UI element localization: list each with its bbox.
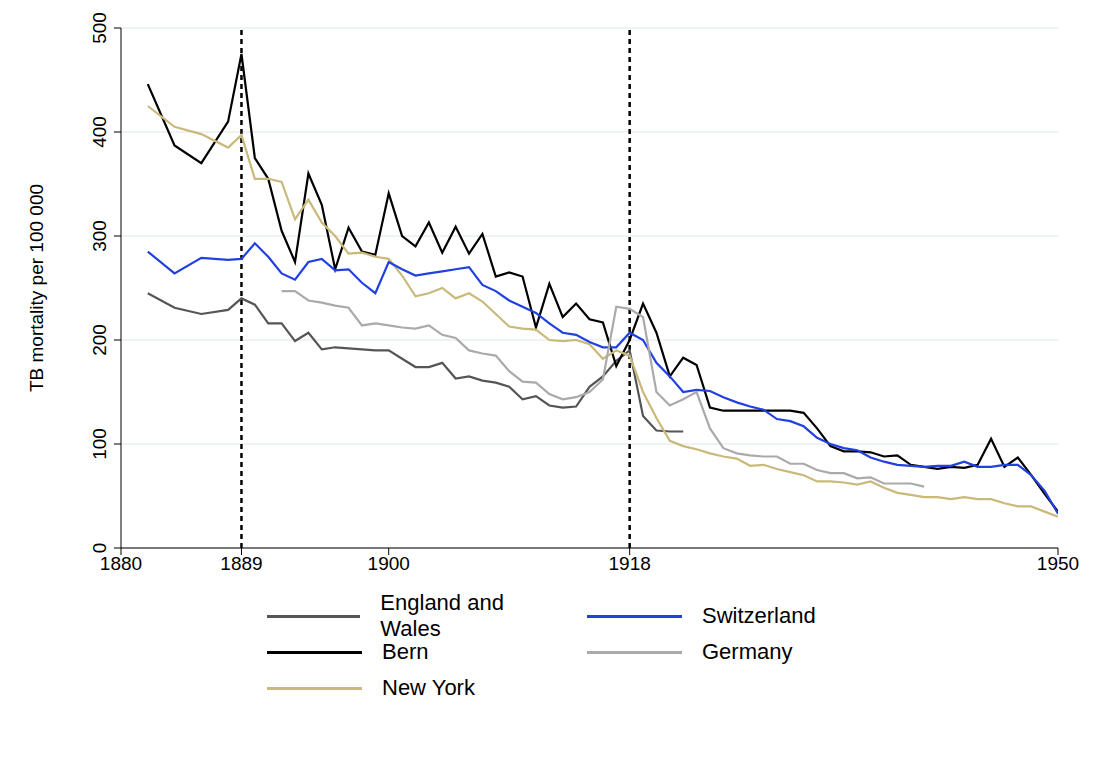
html-text:Germany: Germany xyxy=(702,639,793,664)
svg-text:0: 0 xyxy=(89,543,110,554)
svg-text:400: 400 xyxy=(89,116,110,148)
svg-text:200: 200 xyxy=(89,324,110,356)
svg-text:300: 300 xyxy=(89,220,110,252)
html-text:Bern: Bern xyxy=(382,639,429,664)
svg-text:1950: 1950 xyxy=(1037,553,1079,574)
svg-text:1918: 1918 xyxy=(609,553,651,574)
svg-text:1900: 1900 xyxy=(368,553,410,574)
svg-text:1889: 1889 xyxy=(220,553,262,574)
svg-text:500: 500 xyxy=(89,12,110,44)
svg-text:1880: 1880 xyxy=(100,553,142,574)
html-text:England and Wales: England and Wales xyxy=(380,590,504,641)
svg-text:100: 100 xyxy=(89,428,110,460)
html-text:New York: New York xyxy=(382,675,475,700)
svg-text:TB mortality per 100 000: TB mortality per 100 000 xyxy=(26,184,47,392)
html-text:Switzerland: Switzerland xyxy=(702,603,816,628)
